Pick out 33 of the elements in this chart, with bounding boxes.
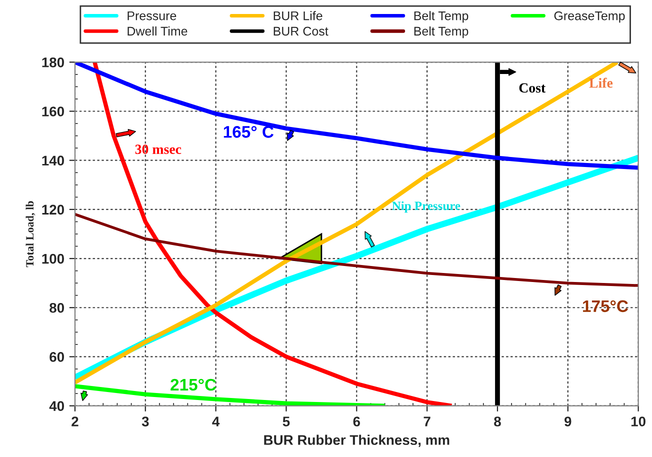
legend-label: Belt Temp: [414, 26, 468, 38]
annotation: Life: [589, 78, 613, 88]
y-tick-label: 140: [42, 156, 64, 166]
x-tick-label: 3: [142, 416, 149, 426]
y-tick-label: 60: [50, 352, 64, 362]
y-tick-label: 40: [49, 401, 64, 411]
y-tick-label: 180: [42, 57, 64, 68]
y-tick-label: 120: [42, 204, 64, 215]
x-tick-label: 4: [212, 416, 220, 426]
legend-label: GreaseTemp: [554, 11, 625, 23]
line-series: [74, 212, 638, 287]
legend-label: Dwell Time: [128, 26, 188, 36]
y-tick-label: 80: [50, 302, 64, 313]
x-tick-label: 8: [494, 416, 501, 426]
x-tick-label: 10: [631, 416, 646, 426]
legend-label: Belt Temp: [414, 11, 468, 23]
y-tick-label: 160: [42, 106, 64, 116]
legend-label: Pressure: [128, 11, 176, 20]
y-tick-label: 100: [42, 254, 64, 264]
y-axis-title: Total Load, lb: [26, 201, 36, 268]
annotation: Nip Pressure: [392, 201, 460, 213]
x-tick-label: 2: [72, 416, 78, 426]
x-tick-label: 6: [353, 416, 360, 426]
x-tick-label: 7: [424, 416, 430, 426]
annotation: 215°C: [170, 378, 216, 391]
x-axis-title: BUR Rubber Thickness, mm: [264, 434, 450, 447]
legend-label: BUR Cost: [274, 26, 328, 36]
annotation: 30 msec: [135, 144, 182, 154]
x-tick-label: 5: [282, 416, 290, 426]
annotation: Cost: [519, 83, 546, 93]
x-tick-label: 9: [564, 416, 572, 426]
legend-label: BUR Life: [274, 11, 322, 20]
annotation: 175°C: [583, 300, 628, 312]
